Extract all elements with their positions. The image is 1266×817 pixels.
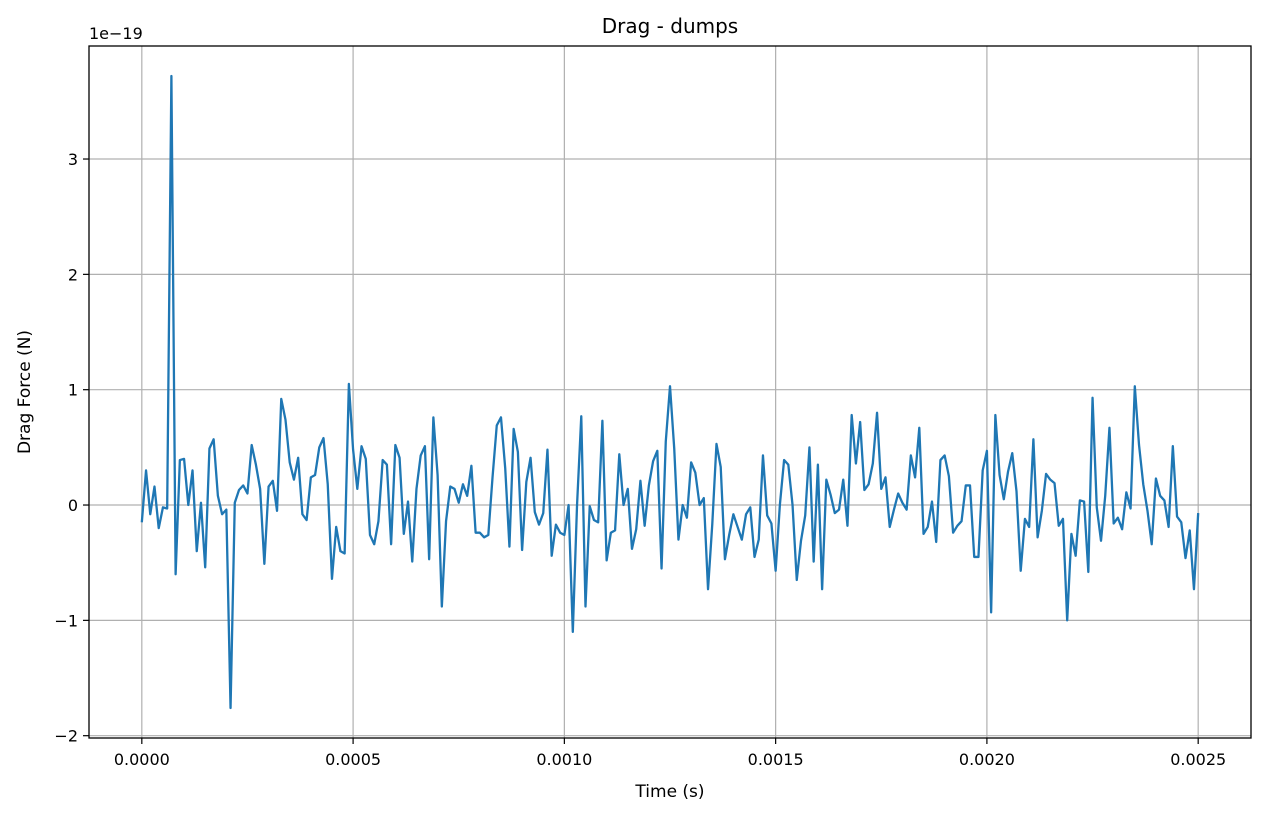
y-axis-ticks: −2 −1 0 1 2 3 — [54, 150, 89, 746]
series-line-drag-force — [140, 74, 1200, 710]
x-tick-label: 0.0005 — [325, 750, 381, 769]
x-axis-label: Time (s) — [634, 782, 704, 802]
y-tick-label: 3 — [68, 150, 78, 169]
y-scale-offset-label: 1e−19 — [89, 24, 143, 43]
x-tick-label: 0.0000 — [114, 750, 170, 769]
x-axis-ticks: 0.0000 0.0005 0.0010 0.0015 0.0020 0.0025 — [114, 738, 1226, 769]
y-axis-label: Drag Force (N) — [15, 330, 35, 454]
y-tick-label: −1 — [54, 611, 78, 630]
y-tick-label: 0 — [68, 496, 78, 515]
x-tick-label: 0.0025 — [1170, 750, 1226, 769]
x-tick-label: 0.0015 — [748, 750, 804, 769]
axes-frame — [88, 45, 1252, 739]
y-tick-label: 2 — [68, 265, 78, 284]
y-tick-label: −2 — [54, 727, 78, 746]
grid-lines — [89, 46, 1251, 738]
x-tick-label: 0.0020 — [959, 750, 1015, 769]
x-tick-label: 0.0010 — [536, 750, 592, 769]
y-tick-label: 1 — [68, 381, 78, 400]
chart-title: Drag - dumps — [602, 14, 738, 38]
